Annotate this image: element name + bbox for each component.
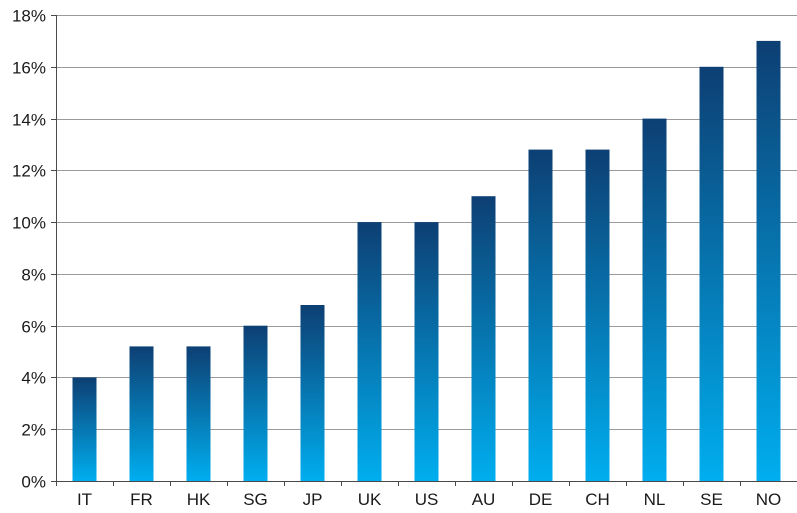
x-tick-label: NL (644, 490, 666, 509)
x-tick-label: UK (358, 490, 382, 509)
x-tick-label: SG (243, 490, 268, 509)
x-tick-label: IT (77, 490, 92, 509)
x-tick-label: HK (187, 490, 211, 509)
bar-fr (129, 346, 154, 481)
y-tick-label: 2% (21, 421, 46, 440)
y-tick-label: 6% (21, 318, 46, 337)
bar-no (756, 40, 781, 482)
y-tick-label: 4% (21, 369, 46, 388)
x-tick-label: JP (303, 490, 323, 509)
x-tick-label: DE (529, 490, 553, 509)
bar-hk (186, 346, 211, 481)
x-tick-label: FR (130, 490, 153, 509)
y-tick-label: 16% (12, 59, 46, 78)
bar-de (528, 149, 553, 481)
y-tick-label: 12% (12, 162, 46, 181)
bar-us (414, 222, 439, 481)
y-tick-label: 8% (21, 266, 46, 285)
bar-uk (357, 222, 382, 481)
x-tick-label: SE (700, 490, 723, 509)
bar-nl (642, 118, 667, 481)
y-tick-label: 10% (12, 214, 46, 233)
bar-it (72, 377, 97, 481)
bars (72, 40, 781, 482)
axes (51, 15, 797, 486)
bar-au (471, 196, 496, 481)
y-tick-label: 18% (12, 7, 46, 26)
x-tick-label: AU (472, 490, 496, 509)
bar-sg (243, 325, 268, 481)
y-tick-label: 14% (12, 111, 46, 130)
y-tick-label: 0% (21, 473, 46, 492)
bar-se (699, 66, 724, 482)
bar-jp (300, 305, 325, 481)
bar-ch (585, 149, 610, 481)
x-tick-label: CH (585, 490, 610, 509)
tick-labels: 0% 2% 4% 6% 8% 10% 12% 14% 16% 18% IT FR HK SG JP UK US A… (12, 7, 781, 510)
x-tick-label: US (415, 490, 439, 509)
x-tick-label: NO (756, 490, 782, 509)
